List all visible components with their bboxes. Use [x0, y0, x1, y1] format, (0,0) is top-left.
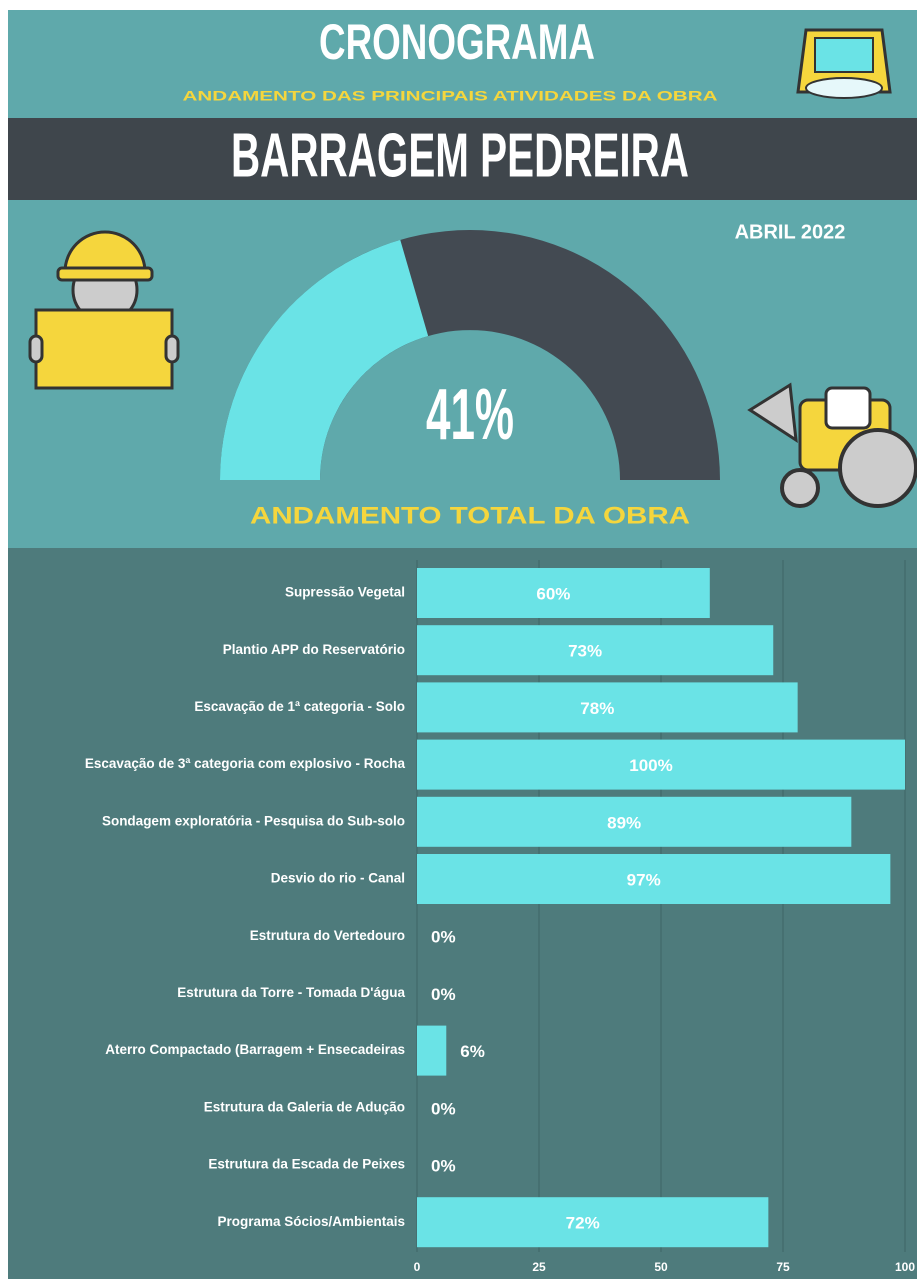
- category-label: Aterro Compactado (Barragem + Ensecadeir…: [105, 1042, 405, 1057]
- bar: [417, 796, 852, 847]
- date: ABRIL 2022: [735, 221, 846, 243]
- name-band: [8, 118, 917, 200]
- value-label: 0%: [431, 985, 456, 1004]
- bar: [417, 854, 891, 904]
- dam-icon: [796, 28, 892, 99]
- subtitle: ANDAMENTO DAS PRINCIPAIS ATIVIDADES DA O…: [183, 88, 718, 104]
- category-label: Supressão Vegetal: [285, 585, 405, 600]
- worker-plan: [34, 308, 174, 390]
- gauge-value: 41%: [426, 375, 514, 455]
- worker-hand: [164, 334, 180, 364]
- bar: [417, 682, 798, 733]
- value-label: 0%: [431, 928, 456, 947]
- value-label: 0%: [431, 1156, 456, 1175]
- helmet-brim: [56, 266, 154, 282]
- category-label: Desvio do rio - Canal: [271, 871, 405, 886]
- tractor-wheel: [838, 428, 917, 508]
- x-tick-label: 25: [532, 1260, 546, 1274]
- tractor-cab: [824, 386, 872, 430]
- dam-water: [814, 37, 874, 73]
- category-label: Escavação de 1ª categoria - Solo: [194, 699, 405, 714]
- value-label: 100%: [629, 756, 672, 775]
- category-label: Escavação de 3ª categoria com explosivo …: [85, 756, 406, 771]
- worker-hand: [28, 334, 44, 364]
- header-band: [8, 10, 917, 118]
- gauge-fill: [220, 239, 429, 480]
- value-label: 78%: [580, 699, 614, 718]
- worker-helmet: [63, 230, 147, 274]
- category-label: Estrutura da Galeria de Adução: [204, 1099, 405, 1114]
- bar: [417, 1197, 769, 1248]
- bar: [417, 739, 905, 790]
- tractor-shovel: [747, 382, 798, 443]
- gauge-title: ANDAMENTO TOTAL DA OBRA: [250, 502, 690, 529]
- value-label: 72%: [566, 1214, 600, 1233]
- value-label: 97%: [627, 870, 661, 889]
- tractor-wheel: [780, 468, 820, 508]
- x-tick-label: 100: [895, 1260, 915, 1274]
- category-label: Estrutura da Escada de Peixes: [208, 1157, 405, 1172]
- tractor-icon: [747, 382, 917, 508]
- category-label: Plantio APP do Reservatório: [223, 642, 405, 657]
- dam-foam: [805, 77, 883, 99]
- value-label: 60%: [536, 584, 570, 603]
- value-label: 0%: [431, 1099, 456, 1118]
- category-label: Sondagem exploratória - Pesquisa do Sub-…: [102, 813, 405, 828]
- value-label: 89%: [607, 813, 641, 832]
- bar: [417, 625, 774, 676]
- value-label: 73%: [568, 642, 602, 661]
- worker-icon: [28, 230, 180, 390]
- value-label: 6%: [460, 1042, 485, 1061]
- x-tick-label: 50: [654, 1260, 668, 1274]
- bar: [417, 1025, 447, 1076]
- bar: [417, 568, 710, 618]
- category-label: Estrutura da Torre - Tomada D'água: [177, 985, 405, 1000]
- title: CRONOGRAMA: [319, 14, 595, 70]
- category-label: Estrutura do Vertedouro: [250, 928, 405, 943]
- x-tick-label: 75: [776, 1260, 790, 1274]
- x-tick-label: 0: [414, 1260, 421, 1274]
- category-label: Programa Sócios/Ambientais: [217, 1214, 405, 1229]
- project-name: BARRAGEM PEDREIRA: [231, 121, 689, 190]
